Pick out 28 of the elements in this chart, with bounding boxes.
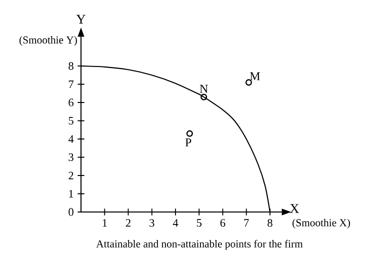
point (186, 130, 193, 137)
y-axis-title: Y (76, 14, 86, 24)
y-tick-label: 7 (68, 80, 74, 88)
y-tick-label: 0 (68, 208, 74, 216)
y-tick-label: 1 (69, 190, 74, 198)
y-tick-label: 2 (68, 172, 74, 180)
y-tick-label: 8 (68, 62, 74, 70)
text: Attainable and non-attainable points for the firm (96, 240, 303, 250)
y-tick-label: 5 (68, 116, 74, 125)
x-tick-label: 6 (220, 219, 226, 227)
x-tick-label: 3 (150, 219, 154, 227)
annotation: P (185, 138, 192, 146)
y-tick-label: 3 (68, 153, 74, 162)
point (200, 94, 208, 100)
x-tick-label: 2 (126, 219, 130, 227)
x-tick-label: 5 (196, 219, 202, 227)
x-tick-label: 4 (172, 219, 178, 227)
point (245, 79, 252, 86)
x-tick-label: 8 (268, 219, 272, 227)
text: (Smoothie Y) (19, 36, 77, 46)
annotation: N (200, 84, 208, 93)
x-tick-label: 7 (244, 219, 249, 227)
x-axis-title: X (290, 204, 300, 213)
y-tick-label: 6 (68, 98, 74, 106)
text: (Smoothie X) (292, 218, 350, 229)
y-tick-label: 4 (68, 135, 74, 143)
x-tick-label: 1 (102, 219, 107, 227)
annotation: M (250, 72, 260, 80)
